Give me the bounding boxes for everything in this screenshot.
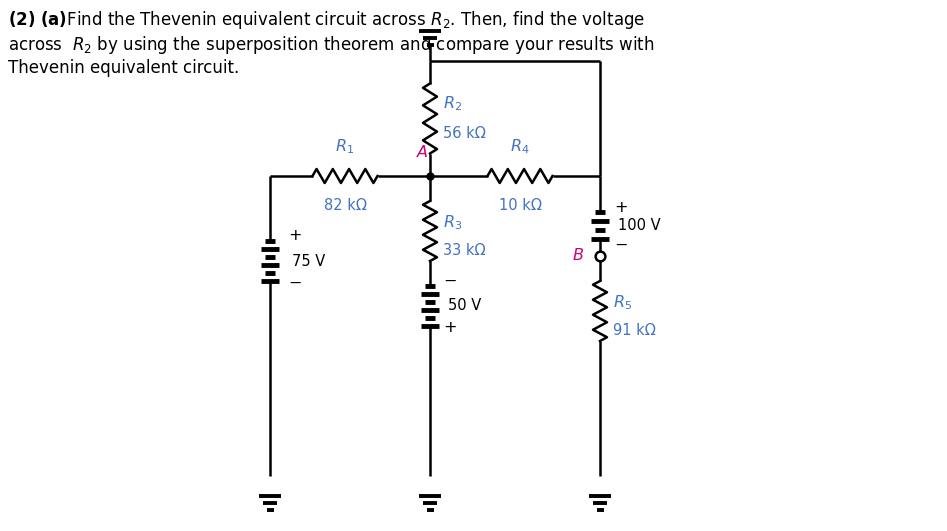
Text: $R_4$: $R_4$	[510, 138, 529, 156]
Text: 10 kΩ: 10 kΩ	[498, 198, 542, 213]
Text: 82 kΩ: 82 kΩ	[324, 198, 366, 213]
Text: across  $R_2$ by using the superposition theorem and compare your results with: across $R_2$ by using the superposition …	[8, 34, 654, 56]
Text: −: −	[288, 276, 301, 290]
Text: $\mathbf{(2)\ (a)}$Find the Thevenin equivalent circuit across $R_2$. Then, find: $\mathbf{(2)\ (a)}$Find the Thevenin equ…	[8, 9, 645, 31]
Text: +: +	[614, 200, 628, 215]
Text: 56 kΩ: 56 kΩ	[443, 126, 486, 141]
Text: A: A	[417, 145, 427, 160]
Text: −: −	[443, 273, 456, 288]
Text: +: +	[288, 228, 301, 244]
Text: Thevenin equivalent circuit.: Thevenin equivalent circuit.	[8, 59, 240, 77]
Text: 100 V: 100 V	[618, 218, 661, 234]
Text: +: +	[443, 321, 456, 336]
Text: $R_2$: $R_2$	[443, 94, 462, 113]
Text: 33 kΩ: 33 kΩ	[443, 243, 486, 258]
Text: $R_3$: $R_3$	[443, 213, 462, 233]
Text: $R_5$: $R_5$	[613, 294, 632, 312]
Text: −: −	[614, 237, 627, 253]
Text: 75 V: 75 V	[292, 253, 325, 269]
Text: $R_1$: $R_1$	[335, 138, 354, 156]
Text: 50 V: 50 V	[448, 298, 481, 313]
Text: 91 kΩ: 91 kΩ	[613, 323, 655, 338]
Text: B: B	[573, 249, 584, 263]
